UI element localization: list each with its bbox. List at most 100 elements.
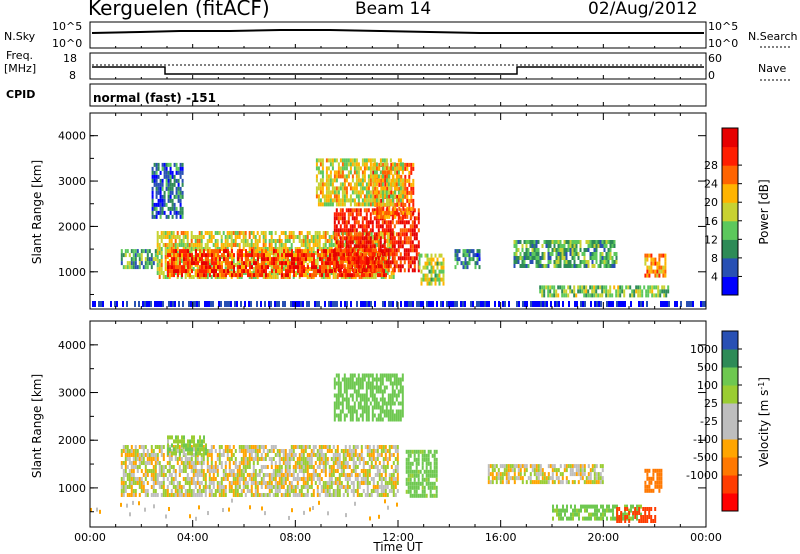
range-cell [126,301,128,307]
range-cell [168,239,171,243]
range-cell [152,477,155,481]
range-cell [267,273,269,278]
range-cell [412,186,415,191]
range-cell [464,265,467,270]
range-cell [169,174,172,179]
range-cell [653,293,656,298]
range-cell [476,257,479,262]
range-cell [316,239,319,243]
range-cell [310,465,313,469]
range-cell [389,186,392,191]
range-cell [230,485,233,489]
range-cell [369,178,372,183]
ytick-label: 4000 [58,130,86,143]
range-cell [357,273,359,278]
range-cell [424,273,427,278]
range-cell [649,289,652,294]
range-cell [173,257,175,262]
range-cell [568,301,570,307]
range-cell [252,465,255,469]
range-cell [375,162,378,167]
range-cell [188,489,191,493]
range-cell [593,285,596,290]
range-cell [381,261,383,266]
range-cell [328,493,331,497]
range-cell [146,449,149,453]
range-cell [380,445,383,449]
range-cell [364,231,367,235]
range-cell [527,252,530,256]
range-cell [299,257,301,262]
range-cell [407,260,410,265]
range-cell [312,247,315,251]
range-cell [393,186,396,191]
range-cell [410,198,413,203]
range-cell [559,252,562,256]
range-cell [215,257,217,262]
range-cell [258,473,261,477]
range-cell [267,253,269,258]
range-cell [264,473,267,477]
range-cell [527,256,530,260]
range-cell [323,261,325,266]
range-cell [154,477,157,481]
range-cell [303,265,305,270]
range-cell [346,489,349,493]
range-cell [399,260,402,265]
range-cell [324,493,327,497]
range-cell [208,473,211,477]
range-cell [378,214,381,219]
range-cell [181,210,184,215]
range-cell [256,449,259,453]
range-cell [327,186,330,191]
range-cell [317,202,320,207]
range-cell [302,449,305,453]
range-cell [198,247,201,251]
range-cell [387,224,390,229]
range-cell [355,244,358,249]
range-cell [203,253,205,258]
range-cell [250,457,253,461]
range-cell [367,273,369,278]
range-cell [369,273,371,278]
range-cell [391,268,394,273]
range-cell [194,457,197,461]
range-cell [234,461,237,465]
range-cell [366,469,369,473]
range-cell [700,301,702,307]
range-cell [316,301,318,307]
range-cell [367,257,369,262]
range-cell [535,256,538,260]
range-cell [337,212,340,217]
range-cell [347,162,350,167]
range-cell [399,186,402,191]
range-cell [287,257,289,262]
range-cell [389,182,392,187]
range-cell [322,457,325,461]
range-cell [328,239,331,243]
range-cell [183,269,185,274]
range-cell [303,249,305,254]
range-cell [284,259,287,263]
range-cell [535,260,538,264]
range-cell [352,485,355,489]
range-cell [369,244,372,249]
range-cell [385,252,388,257]
range-cell [170,493,173,497]
range-cell [229,265,231,270]
range-cell [324,453,327,457]
range-cell [290,231,293,235]
range-cell [318,449,321,453]
range-cell [464,249,467,254]
range-cell [134,301,136,307]
range-cell [159,182,162,187]
range-cell [353,190,356,195]
range-cell [377,194,380,199]
range-cell [156,243,159,247]
range-cell [655,293,658,298]
range-cell [531,260,534,264]
range-cell [515,256,518,260]
range-cell [241,273,243,278]
range-cell [409,244,412,249]
range-cell [239,269,241,274]
